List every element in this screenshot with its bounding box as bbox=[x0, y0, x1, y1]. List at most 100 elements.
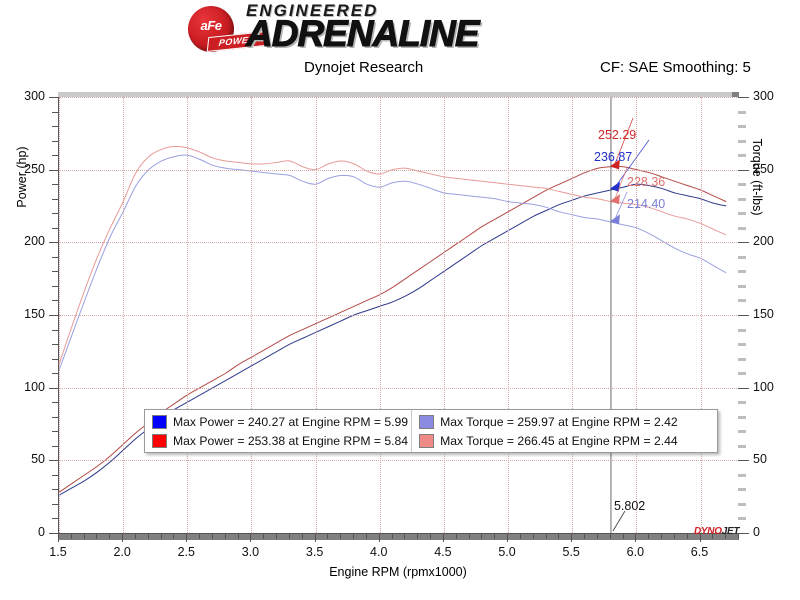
dyno-source-label: Dynojet Research bbox=[304, 59, 424, 76]
x-tick-minor bbox=[532, 533, 534, 539]
x-axis-tick-label: 1.5 bbox=[49, 545, 67, 559]
x-tick-minor bbox=[558, 533, 560, 539]
y2-axis-tick-label: 200 bbox=[753, 234, 774, 249]
legend-swatch-torque-blue bbox=[419, 414, 435, 429]
x-tick-minor bbox=[481, 533, 483, 539]
y2-axis-tick-label: 100 bbox=[753, 379, 774, 394]
x-tick-minor bbox=[276, 533, 278, 539]
legend-item[interactable]: Max Torque = 266.45 at Engine RPM = 2.44 bbox=[415, 431, 678, 450]
chart-legend[interactable]: Max Power = 240.27 at Engine RPM = 5.99 … bbox=[144, 409, 718, 453]
y2-tick-minor bbox=[738, 154, 746, 158]
x-tick-major bbox=[250, 533, 252, 542]
y-axis-tick-label: 200 bbox=[24, 234, 45, 249]
x-tick-minor bbox=[199, 533, 201, 539]
y2-tick-major bbox=[738, 315, 749, 316]
callout-torque-blue: 214.40 bbox=[627, 197, 666, 211]
y-tick-minor bbox=[52, 155, 58, 157]
x-tick-major bbox=[58, 533, 59, 542]
y2-tick-minor bbox=[738, 125, 746, 129]
x-axis-tick-label: 3.5 bbox=[305, 545, 324, 559]
x-tick-minor bbox=[468, 533, 470, 539]
y-tick-minor bbox=[52, 329, 58, 331]
y2-tick-major bbox=[738, 533, 749, 534]
y2-axis-tick-label: 300 bbox=[753, 89, 774, 103]
y-tick-minor bbox=[52, 358, 58, 360]
x-tick-minor bbox=[96, 533, 98, 539]
x-tick-minor bbox=[288, 533, 290, 539]
y-tick-minor bbox=[52, 256, 58, 258]
y-tick-major bbox=[49, 460, 58, 462]
x-tick-minor bbox=[430, 533, 432, 539]
x-tick-minor bbox=[738, 533, 739, 539]
x-tick-major bbox=[699, 533, 701, 542]
x-tick-minor bbox=[173, 533, 175, 539]
y-tick-minor bbox=[52, 111, 58, 113]
y-axis-tick-label: 250 bbox=[24, 161, 45, 176]
y2-tick-major bbox=[738, 97, 749, 98]
x-tick-minor bbox=[584, 533, 586, 539]
y2-tick-major bbox=[738, 387, 749, 389]
legend-swatch-power-red bbox=[152, 433, 167, 448]
legend-swatch-power-blue bbox=[152, 414, 167, 429]
x-axis-tick-label: 3.0 bbox=[241, 545, 260, 559]
legend-item[interactable]: Max Torque = 259.97 at Engine RPM = 2.42 bbox=[415, 412, 678, 431]
afe-logo-text: aFe bbox=[200, 18, 222, 33]
x-tick-minor bbox=[417, 533, 419, 539]
x-axis-scrollbar[interactable] bbox=[58, 533, 739, 540]
y-tick-minor bbox=[52, 344, 58, 346]
y-tick-major bbox=[49, 315, 58, 316]
legend-item[interactable]: Max Power = 253.38 at Engine RPM = 5.84 bbox=[148, 431, 408, 450]
correction-factor-label: CF: SAE Smoothing: 5 bbox=[600, 59, 751, 76]
x-tick-minor bbox=[609, 533, 611, 539]
callout-leader-line bbox=[613, 167, 628, 202]
cursor-leader-line bbox=[612, 510, 626, 532]
x-tick-minor bbox=[237, 533, 239, 539]
y-axis-tick-label: 150 bbox=[24, 307, 45, 321]
y2-tick-minor bbox=[738, 430, 746, 434]
legend-column-power: Max Power = 240.27 at Engine RPM = 5.99 … bbox=[145, 410, 411, 452]
y-axis-tick-label: 0 bbox=[38, 525, 45, 539]
x-tick-minor bbox=[391, 533, 393, 539]
y2-tick-minor bbox=[738, 357, 746, 361]
x-tick-minor bbox=[648, 533, 650, 539]
x-tick-minor bbox=[404, 533, 406, 539]
y-tick-minor bbox=[52, 126, 58, 128]
x-tick-minor bbox=[673, 533, 675, 539]
x-tick-major bbox=[314, 533, 316, 542]
x-tick-minor bbox=[686, 533, 688, 539]
y-tick-minor bbox=[52, 518, 58, 520]
callout-power-red: 252.29 bbox=[598, 128, 637, 142]
x-tick-major bbox=[571, 533, 573, 542]
x-tick-minor bbox=[455, 533, 457, 539]
y2-tick-minor bbox=[738, 299, 746, 303]
x-tick-minor bbox=[494, 533, 496, 539]
callout-arrow bbox=[609, 194, 620, 205]
callout-arrow bbox=[609, 214, 620, 225]
y2-tick-minor bbox=[738, 183, 746, 187]
y2-axis-tick-label: 150 bbox=[753, 307, 774, 321]
x-tick-minor bbox=[712, 533, 714, 539]
y2-tick-major bbox=[738, 460, 749, 462]
y-tick-minor bbox=[52, 140, 58, 142]
x-tick-minor bbox=[596, 533, 598, 539]
legend-item[interactable]: Max Power = 240.27 at Engine RPM = 5.99 bbox=[148, 412, 408, 431]
plot-area[interactable] bbox=[58, 97, 739, 534]
y-tick-minor bbox=[52, 213, 58, 215]
y-axis-title-torque: Torque (ft-lbs) bbox=[750, 138, 764, 216]
dynojet-watermark-part2: JET bbox=[721, 526, 740, 537]
x-tick-minor bbox=[224, 533, 226, 539]
x-tick-major bbox=[635, 533, 637, 542]
x-axis-tick-label: 4.5 bbox=[434, 545, 452, 559]
x-tick-minor bbox=[519, 533, 521, 539]
x-tick-major bbox=[507, 533, 509, 542]
x-tick-major bbox=[186, 533, 188, 542]
x-axis-tick-label: 4.0 bbox=[370, 545, 388, 559]
x-tick-minor bbox=[263, 533, 265, 539]
y-tick-major bbox=[49, 242, 58, 244]
x-tick-minor bbox=[340, 533, 342, 539]
y-tick-minor bbox=[52, 227, 58, 229]
y-tick-minor bbox=[52, 489, 58, 491]
x-axis-tick-label: 2.0 bbox=[113, 545, 131, 559]
callout-arrow bbox=[609, 181, 620, 192]
x-tick-minor bbox=[365, 533, 367, 539]
